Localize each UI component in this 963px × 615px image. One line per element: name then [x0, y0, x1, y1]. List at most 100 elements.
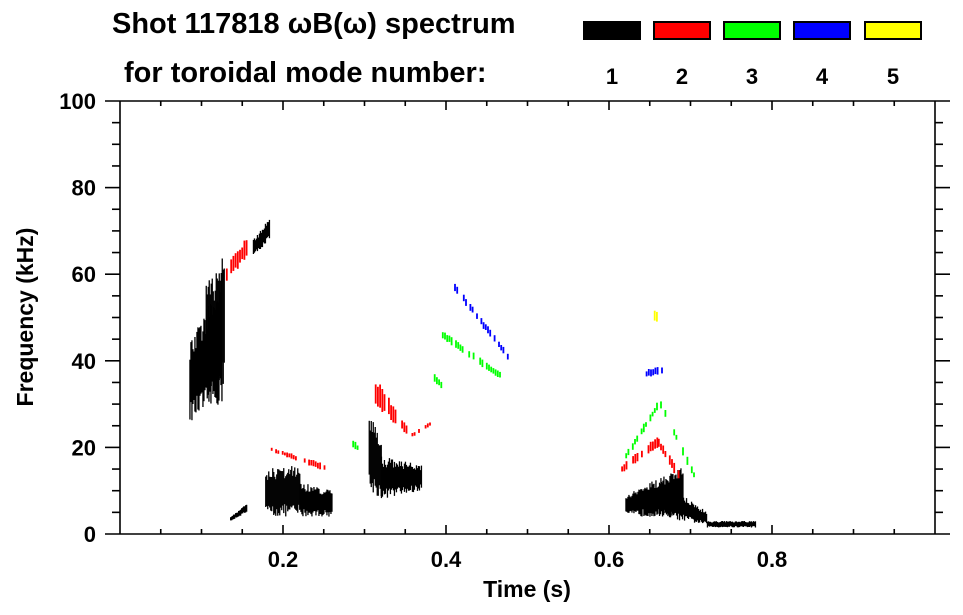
spectral-stroke	[413, 432, 416, 436]
spectral-stroke	[242, 507, 244, 514]
spectral-stroke	[377, 386, 379, 407]
spectral-stroke	[231, 516, 233, 521]
spectral-stroke	[672, 489, 675, 516]
spectral-stroke	[644, 487, 646, 515]
spectral-stroke	[259, 230, 262, 249]
spectral-stroke	[640, 428, 643, 435]
spectral-stroke	[265, 225, 268, 239]
spectral-stroke	[621, 466, 623, 472]
spectral-stroke	[673, 491, 676, 514]
spectral-stroke	[690, 501, 693, 519]
spectral-stroke	[688, 504, 691, 517]
spectral-stroke	[208, 280, 210, 383]
spectral-stroke	[273, 472, 275, 515]
spectral-stroke	[392, 406, 395, 423]
spectral-stroke	[654, 367, 657, 375]
spectral-stroke	[253, 238, 256, 253]
spectral-stroke	[647, 489, 649, 516]
spectral-stroke	[397, 466, 400, 488]
spectral-stroke	[245, 505, 247, 513]
spectral-stroke	[496, 370, 499, 377]
spectral-stroke	[267, 479, 269, 510]
spectral-stroke	[656, 367, 659, 375]
spectral-stroke	[235, 513, 237, 518]
spectral-stroke	[329, 490, 331, 513]
spectral-stroke	[232, 255, 235, 271]
spectral-stroke	[296, 474, 298, 511]
spectral-stroke	[373, 432, 375, 480]
spectral-stroke	[219, 280, 221, 379]
legend-label-2: 2	[675, 64, 689, 89]
spectral-stroke	[408, 465, 411, 491]
spectral-stroke	[748, 521, 751, 527]
spectral-stroke	[287, 472, 289, 512]
spectral-stroke	[433, 374, 436, 382]
spectral-stroke	[288, 469, 290, 510]
spectral-stroke	[634, 493, 636, 512]
spectral-stroke	[642, 423, 645, 433]
spectral-stroke	[703, 512, 706, 522]
y-tick-label: 100	[59, 89, 96, 114]
spectral-stroke	[660, 443, 662, 451]
spectral-stroke	[394, 409, 397, 424]
spectral-stroke	[639, 490, 641, 515]
spectral-stroke	[371, 432, 373, 484]
spectral-stroke	[237, 512, 239, 517]
spectral-stroke	[403, 463, 406, 492]
spectral-stroke	[710, 522, 713, 527]
spectral-stroke	[262, 229, 265, 243]
mode-blob	[380, 456, 423, 499]
mode-blob	[441, 332, 501, 378]
mode-blob	[653, 310, 658, 322]
y-tick-label: 80	[72, 176, 96, 201]
spectral-stroke	[656, 437, 659, 448]
spectral-stroke	[194, 337, 196, 412]
legend-swatch-3	[723, 21, 781, 40]
spectral-stroke	[255, 238, 258, 250]
spectral-stroke	[218, 273, 220, 381]
spectral-stroke	[400, 461, 403, 494]
spectral-stroke	[401, 466, 404, 491]
spectral-stroke	[735, 521, 738, 527]
spectral-stroke	[625, 453, 628, 459]
spectral-stroke	[628, 494, 630, 513]
spectral-stroke	[706, 521, 709, 528]
mode-blob	[433, 374, 443, 389]
spectral-stroke	[625, 498, 627, 512]
spectral-stroke	[754, 521, 757, 528]
spectral-stroke	[298, 472, 300, 505]
spectral-stroke	[403, 422, 406, 433]
spectral-stroke	[331, 493, 333, 512]
spectral-stroke	[352, 440, 355, 448]
spectral-stroke	[221, 258, 223, 363]
spectral-stroke	[724, 522, 727, 527]
spectral-stroke	[635, 492, 637, 512]
spectral-stroke	[641, 450, 643, 458]
spectral-stroke	[678, 477, 680, 509]
spectral-stroke	[753, 521, 756, 527]
mode-blob	[411, 422, 431, 437]
spectral-stroke	[267, 222, 270, 237]
spectral-stroke	[660, 482, 663, 512]
spectral-stroke	[651, 481, 653, 516]
spectral-stroke	[728, 521, 731, 527]
spectral-stroke	[634, 454, 637, 464]
spectral-stroke	[411, 433, 414, 437]
spectral-stroke	[457, 342, 460, 349]
legend-swatch-2	[653, 21, 711, 40]
spectral-stroke	[222, 269, 224, 384]
spectral-stroke	[663, 487, 666, 510]
spectral-stroke	[411, 467, 414, 492]
spectral-stroke	[223, 268, 225, 363]
spectral-stroke	[682, 447, 684, 456]
spectral-stroke	[390, 459, 393, 490]
spectral-stroke	[390, 405, 392, 420]
spectral-stroke	[290, 469, 292, 507]
spectral-stroke	[736, 522, 739, 528]
spectral-stroke	[381, 463, 384, 497]
spectral-stroke	[209, 294, 211, 377]
spectral-stroke	[277, 450, 280, 454]
spectral-stroke	[623, 464, 626, 472]
spectral-stroke	[726, 521, 729, 528]
spectral-stroke	[636, 494, 638, 511]
